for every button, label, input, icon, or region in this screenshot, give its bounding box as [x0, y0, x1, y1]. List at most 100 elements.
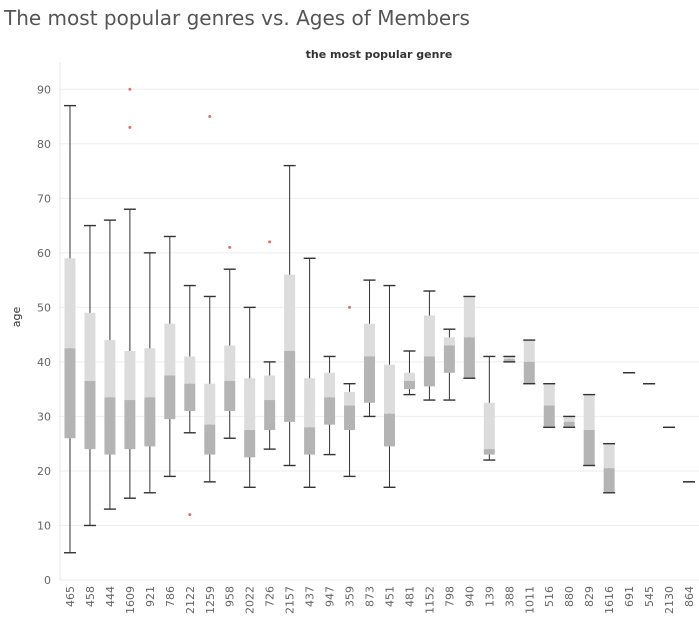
box-1259	[203, 115, 216, 483]
upper-box	[184, 356, 196, 384]
lower-box	[284, 350, 296, 422]
lower-box	[463, 337, 475, 379]
box-829	[583, 393, 596, 467]
x-tick-label: 2122	[184, 586, 197, 614]
x-tick-label: 2130	[663, 586, 676, 614]
x-tick-label: 958	[224, 586, 237, 607]
lower-box	[324, 397, 336, 425]
box-2022	[243, 306, 256, 489]
y-tick-label: 10	[37, 519, 51, 532]
lower-box	[224, 380, 236, 411]
lower-box	[403, 380, 415, 390]
lower-box	[204, 424, 216, 455]
lower-box	[184, 383, 196, 411]
lower-box	[423, 356, 435, 387]
x-tick-label: 691	[623, 586, 636, 607]
outlier-point	[188, 513, 192, 517]
box-2122	[183, 284, 196, 517]
upper-box	[423, 315, 435, 357]
lower-box	[244, 430, 256, 458]
outlier-point	[128, 87, 132, 91]
box-726	[263, 240, 276, 450]
upper-box	[383, 364, 395, 414]
lower-box	[603, 468, 615, 493]
upper-box	[344, 391, 356, 406]
lower-box	[443, 345, 455, 373]
lower-box	[124, 400, 136, 450]
box-465	[63, 104, 76, 554]
x-tick-label: 880	[563, 586, 576, 607]
box-437	[303, 257, 316, 489]
column-header: the most popular genre	[306, 48, 453, 61]
lower-box	[563, 421, 575, 428]
box-1616	[603, 442, 616, 494]
box-2157	[283, 164, 296, 467]
box-940	[463, 295, 476, 379]
box-947	[323, 355, 336, 456]
x-tick-label: 437	[304, 586, 317, 607]
y-axis-ticks: 0 10 20 30 40 50 60 70 80 90	[37, 83, 51, 587]
x-tick-label: 829	[583, 586, 596, 607]
upper-box	[124, 350, 136, 401]
outlier-point	[348, 305, 352, 309]
lower-box	[583, 430, 595, 466]
upper-box	[583, 394, 595, 431]
upper-box	[523, 340, 535, 362]
upper-box	[204, 383, 216, 425]
x-tick-label: 1152	[423, 586, 436, 614]
x-tick-label: 2022	[244, 586, 257, 614]
x-tick-label: 786	[164, 586, 177, 607]
grid	[59, 62, 699, 581]
upper-box	[503, 356, 515, 360]
x-tick-label: 458	[84, 586, 97, 607]
upper-box	[64, 258, 76, 349]
upper-box	[244, 378, 256, 431]
box-388	[503, 355, 516, 363]
upper-box	[364, 323, 376, 357]
x-tick-label: 1616	[603, 586, 616, 614]
lower-box	[344, 405, 356, 431]
x-tick-label: 451	[383, 586, 396, 607]
upper-box	[304, 378, 316, 428]
box-1609	[123, 87, 136, 499]
upper-box	[403, 372, 415, 381]
x-tick-label: 947	[324, 586, 337, 607]
x-tick-label: 465	[64, 586, 77, 607]
upper-box	[543, 383, 555, 406]
x-tick-label: 1259	[204, 586, 217, 614]
upper-box	[284, 274, 296, 351]
x-tick-label: 798	[443, 586, 456, 607]
lower-box	[523, 361, 535, 384]
box-359	[343, 305, 356, 478]
box-516	[543, 383, 556, 429]
x-tick-label: 481	[403, 586, 416, 607]
x-tick-label: 726	[264, 586, 277, 607]
page-title: The most popular genres vs. Ages of Memb…	[4, 6, 470, 30]
lower-box	[84, 380, 96, 450]
outlier-point	[208, 115, 212, 119]
upper-box	[144, 348, 156, 398]
y-axis-title: age	[10, 307, 23, 328]
box-444	[103, 219, 116, 510]
upper-box	[84, 312, 96, 381]
x-tick-label: 444	[104, 586, 117, 607]
y-tick-label: 70	[37, 192, 51, 205]
lower-box	[144, 397, 156, 447]
box-880	[563, 415, 576, 429]
upper-box	[264, 375, 276, 401]
x-tick-label: 873	[364, 586, 377, 607]
upper-box	[164, 323, 176, 376]
box-958	[223, 245, 236, 439]
lower-box	[264, 400, 276, 431]
lower-box	[104, 397, 116, 455]
upper-box	[463, 296, 475, 338]
box-873	[363, 279, 376, 418]
box-139	[483, 355, 496, 461]
x-tick-label: 139	[483, 586, 496, 607]
lower-box	[64, 348, 76, 439]
boxes	[63, 87, 696, 554]
x-tick-label: 1609	[124, 586, 137, 614]
lower-box	[383, 413, 395, 447]
upper-box	[563, 416, 575, 422]
